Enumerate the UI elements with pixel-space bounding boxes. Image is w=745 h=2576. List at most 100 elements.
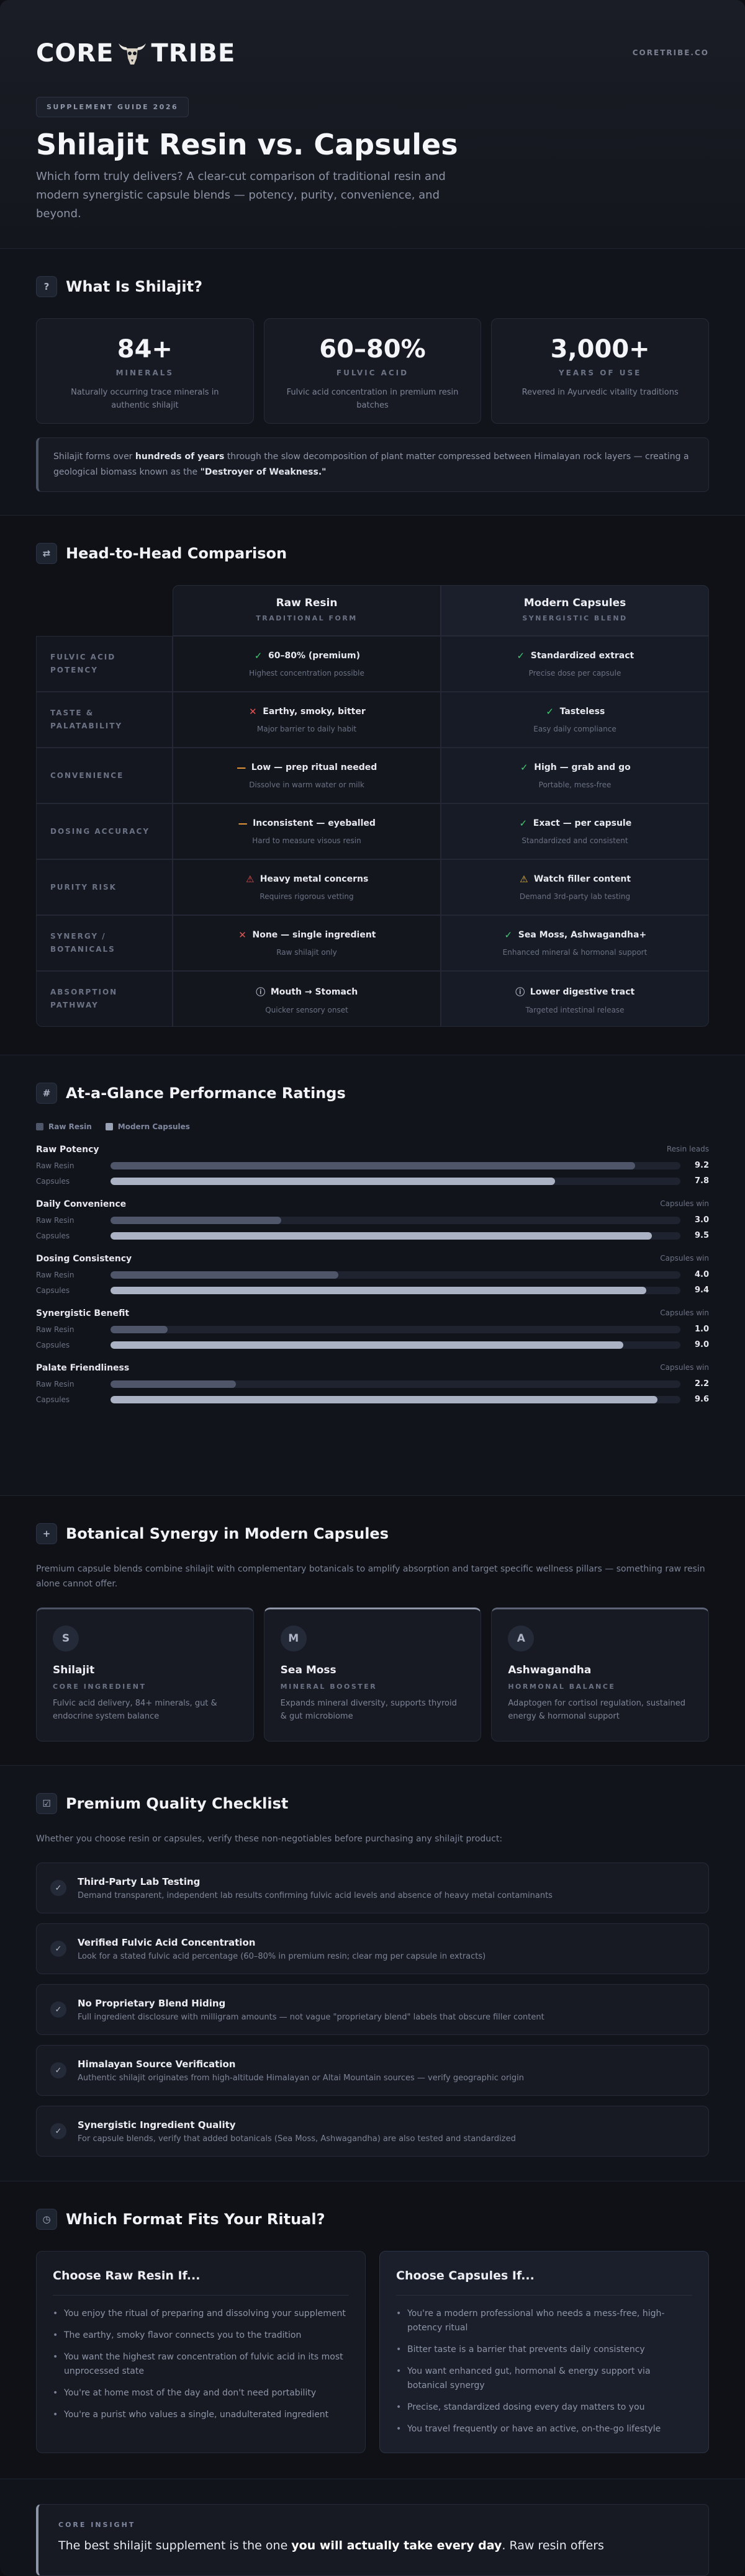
metric-winner: Capsules win [660, 1308, 709, 1317]
quote-emphasis: hundreds of years [135, 452, 225, 462]
cell-note: Demand 3rd-party lab testing [519, 892, 631, 901]
cell-main: ⓘ Lower digestive tract [441, 985, 708, 998]
bar-value: 2.2 [694, 1379, 709, 1389]
swap-icon: ⇄ [36, 543, 57, 564]
cell-main: ✕ Earthy, smoky, bitter [173, 706, 440, 717]
capsules-cell: ✓ Sea Moss, Ashwagandha+ Enhanced mineral … [441, 915, 709, 971]
hero: CORE TRIBE CORETRIBE.CO SUPPLEMENT GUIDE… [0, 0, 745, 248]
cell-value: Lower digestive tract [530, 986, 635, 997]
check-icon: ✓ [520, 762, 528, 773]
checklist-title: Synergistic Ingredient Quality [78, 2119, 236, 2131]
row-label: CONVENIENCE [36, 748, 173, 803]
stat-number: 60–80% [319, 335, 426, 364]
checklist-item: ✓ Synergistic Ingredient Quality For capsu… [36, 2106, 709, 2157]
check-icon: ✓ [254, 650, 263, 661]
checklist-title: No Proprietary Blend Hiding [78, 1997, 226, 2009]
checklist-section: ☑ Premium Quality Checklist Whether you … [0, 1765, 745, 2181]
cell-main: ⚠ Heavy metal concerns [173, 874, 440, 885]
rating-metric: Daily Convenience Capsules win Raw Resin 3.… [36, 1199, 709, 1240]
check-icon: ✓ [504, 929, 513, 941]
list-item: You're a purist who values a single, una… [53, 2408, 349, 2422]
resin-cell: ✓ 60–80% (premium) Highest concentration p… [173, 636, 441, 692]
insight-part: The best shilajit supplement is the one [58, 2539, 292, 2552]
bar-value: 9.4 [694, 1286, 709, 1295]
dash-icon: — [237, 762, 246, 773]
bar-label: Capsules [36, 1176, 70, 1186]
section-heading: ⇄ Head-to-Head Comparison [36, 543, 709, 564]
cell-value: Watch filler content [533, 874, 631, 884]
capsules-column-header: Modern Capsules SYNERGISTIC BLEND [441, 585, 709, 636]
cell-note: Highest concentration possible [249, 669, 364, 678]
checklist-title: Verified Fulvic Acid Concentration [78, 1936, 256, 1948]
list-item: You're at home most of the day and don't… [53, 2386, 349, 2400]
rating-metric: Dosing Consistency Capsules win Raw Resin 4… [36, 1254, 709, 1295]
comparison-table: Raw Resin TRADITIONAL FORM Modern Capsul… [36, 585, 709, 1027]
bar-value: 1.0 [694, 1325, 709, 1334]
legend-capsules: Modern Capsules [105, 1122, 190, 1131]
cell-main: ✓ Sea Moss, Ashwagandha+ [441, 929, 708, 941]
cell-note: Requires rigorous vetting [260, 892, 354, 901]
resin-bar [111, 1325, 168, 1333]
bull-skull-icon [115, 36, 150, 71]
ingredient-role: HORMONAL BALANCE [508, 1683, 616, 1691]
info-icon: ⓘ [515, 986, 525, 998]
checklist-desc: Authentic shilajit originates from high-… [78, 2073, 525, 2083]
ingredient-avatar: M [280, 1626, 307, 1652]
section-title: Which Format Fits Your Ritual? [66, 2211, 325, 2228]
row-label: PURITY RISK [36, 859, 173, 915]
resin-cell: ⚠ Heavy metal concerns Requires rigorous v… [173, 859, 441, 915]
list-item: Bitter taste is a barrier that prevents … [396, 2343, 692, 2357]
rating-bar-row: Capsules 9.0 [36, 1340, 709, 1349]
cell-main: ✓ Tasteless [441, 706, 708, 717]
insight-text: The best shilajit supplement is the one … [58, 2539, 689, 2552]
metric-name: Palate Friendliness [36, 1363, 130, 1373]
capsules-cell: ✓ High — grab and go Portable, mess-free [441, 748, 709, 803]
rating-metric: Synergistic Benefit Capsules win Raw Resin… [36, 1308, 709, 1349]
check-icon: ✓ [517, 650, 525, 661]
section-title: Head-to-Head Comparison [66, 545, 287, 562]
rating-bar-row: Capsules 9.5 [36, 1231, 709, 1240]
rating-bar-row: Capsules 9.4 [36, 1286, 709, 1295]
metric-winner: Capsules win [660, 1199, 709, 1208]
stat-card: 84+ MINERALS Naturally occurring trace m… [36, 318, 254, 424]
cell-main: ✓ 60–80% (premium) [173, 650, 440, 661]
site-link[interactable]: CORETRIBE.CO [632, 48, 709, 57]
metric-name: Raw Potency [36, 1145, 99, 1155]
resin-bar [111, 1161, 635, 1169]
rating-bar-row: Capsules 9.6 [36, 1395, 709, 1404]
rating-metric: Palate Friendliness Capsules win Raw Resin… [36, 1363, 709, 1404]
resin-bar [111, 1216, 282, 1224]
cell-note: Hard to measure visous resin [252, 836, 361, 845]
rating-bar-row: Raw Resin 3.0 [36, 1215, 709, 1225]
stat-desc: Naturally occurring trace minerals in au… [71, 388, 219, 410]
cell-value: High — grab and go [534, 763, 631, 772]
cell-note: Dissolve in warm water or milk [249, 780, 364, 789]
bar-value: 9.6 [694, 1395, 709, 1404]
rating-bar-row: Capsules 7.8 [36, 1176, 709, 1186]
resin-fit-card: Choose Raw Resin If... You enjoy the rit… [36, 2251, 366, 2453]
ingredient-cards: S Shilajit CORE INGREDIENT Fulvic acid d… [36, 1608, 710, 1742]
bar-value: 9.2 [694, 1161, 709, 1170]
cell-note: Raw shilajit only [276, 948, 337, 957]
logo-text-left: CORE [36, 39, 114, 68]
cell-main: — Inconsistent — eyeballed [173, 818, 440, 829]
checklist-text: No Proprietary Blend Hiding Full ingredie… [78, 1998, 544, 2022]
section-intro: Premium capsule blends combine shilajit … [36, 1564, 705, 1589]
capsules-bar [111, 1286, 646, 1294]
resin-column-header: Raw Resin TRADITIONAL FORM [173, 585, 441, 636]
question-icon: ? [36, 276, 57, 297]
bar-value: 3.0 [694, 1215, 709, 1225]
cell-value: Mouth → Stomach [270, 986, 358, 997]
row-label: TASTE & PALATABILITY [36, 692, 173, 748]
check-icon: ✓ [50, 2001, 66, 2018]
cell-value: None — single ingredient [252, 930, 376, 940]
checklist-title: Third-Party Lab Testing [78, 1876, 201, 1887]
cell-main: ⓘ Mouth → Stomach [173, 985, 440, 998]
bar-track [111, 1271, 680, 1279]
metric-header: Synergistic Benefit Capsules win [36, 1308, 709, 1318]
table-corner [36, 585, 173, 636]
cell-value: Exact — per capsule [533, 818, 632, 828]
checklist: ✓ Third-Party Lab Testing Demand transpare… [36, 1863, 709, 2157]
logo[interactable]: CORE TRIBE [36, 36, 235, 71]
